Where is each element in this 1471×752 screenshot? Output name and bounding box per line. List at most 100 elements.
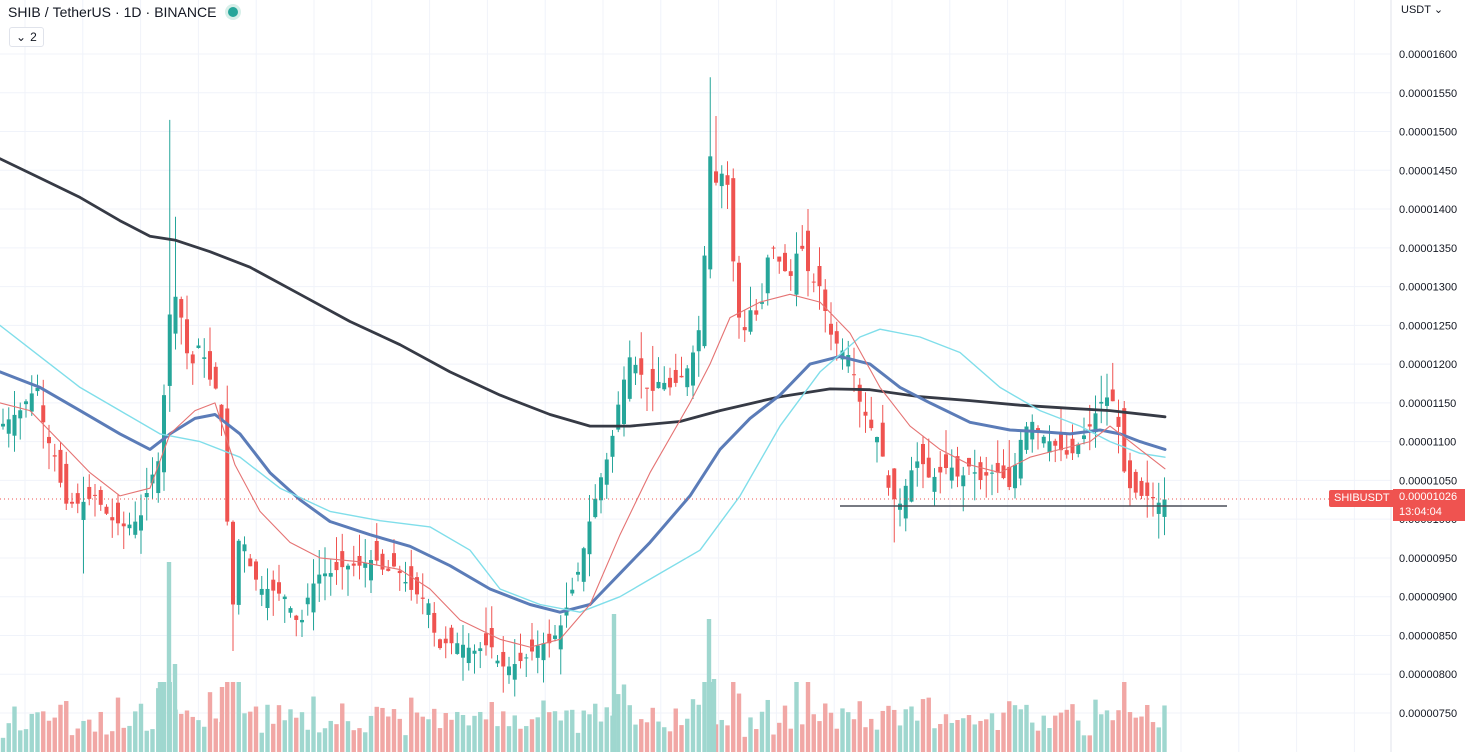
candle-body [1087, 424, 1092, 427]
candle-body [328, 573, 333, 577]
volume-bar [219, 687, 225, 752]
volume-bar [403, 735, 408, 752]
volume-bar [489, 702, 494, 752]
volume-bar [374, 706, 379, 752]
volume-bar [524, 726, 529, 752]
volume-bar [1099, 714, 1104, 752]
candle-body [420, 597, 425, 599]
volume-bar [317, 732, 322, 752]
candle-body [1156, 502, 1161, 514]
volume-bar [1093, 699, 1098, 752]
volume-bar [1104, 710, 1110, 752]
volume-bar [115, 697, 121, 752]
candle-body [35, 387, 40, 392]
candle-body [185, 319, 189, 354]
volume-bar [41, 711, 46, 752]
volume-bar [598, 721, 604, 752]
volume-bar [225, 682, 230, 752]
candle-body [662, 382, 667, 390]
candle-body [47, 436, 51, 444]
volume-bar [558, 720, 563, 752]
candle-body [271, 579, 276, 591]
candle-body [788, 271, 793, 276]
volume-bar [920, 699, 926, 752]
candle-body [800, 245, 805, 249]
y-tick-label: 0.00001250 [1399, 320, 1457, 332]
bar-countdown: 13:04:04 [1399, 506, 1442, 518]
candle-body [300, 619, 304, 623]
y-tick-label: 0.00000950 [1399, 553, 1457, 565]
candle-body [984, 472, 989, 476]
legend-dot-2: · [145, 4, 151, 20]
volume-bar [69, 735, 75, 752]
candle-body [581, 548, 586, 582]
candle-body [921, 444, 925, 465]
volume-bar [184, 710, 190, 752]
candle-body [806, 230, 810, 272]
candle-body [1122, 408, 1127, 472]
candle-body [679, 375, 684, 378]
volume-bar [420, 716, 425, 752]
volume-bar [294, 717, 299, 752]
candle-body [144, 493, 149, 498]
candle-body [351, 563, 356, 566]
candle-body [501, 651, 506, 667]
volume-bar [345, 721, 351, 752]
candle-body [863, 411, 868, 416]
candle-body [259, 588, 264, 595]
candle-body [857, 384, 862, 402]
candle-body [317, 574, 322, 584]
candle-body [208, 351, 212, 380]
candle-body [530, 639, 534, 652]
volume-bar [466, 725, 471, 752]
volume-bar [1156, 727, 1161, 752]
volume-bar [748, 717, 753, 752]
volume-bar [938, 724, 943, 752]
candle-body [18, 410, 23, 419]
volume-bar [305, 729, 310, 752]
candle-body [1013, 464, 1017, 489]
volume-bar [639, 719, 644, 752]
y-tick-label: 0.00001300 [1399, 282, 1457, 294]
market-status-icon [228, 7, 239, 17]
volume-bar [92, 731, 98, 752]
indicators-collapse-button[interactable]: ⌄ 2 [9, 27, 44, 47]
candle-body [622, 379, 626, 425]
candle-body [1116, 416, 1121, 427]
volume-bar [685, 718, 690, 752]
candle-body [507, 666, 511, 676]
candle-body [1076, 444, 1081, 454]
volume-bar [1041, 715, 1046, 752]
volume-bar [621, 684, 627, 752]
candle-body [754, 310, 759, 315]
legend-exchange: BINANCE [154, 4, 217, 20]
candle-body [1145, 482, 1150, 496]
candle-body [995, 462, 1000, 473]
candle-body [541, 643, 546, 661]
candle-body [639, 358, 644, 375]
y-tick-label: 0.00001400 [1399, 204, 1457, 216]
volume-bar [719, 719, 724, 752]
y-tick-label: 0.00001600 [1399, 49, 1457, 61]
candle-body [242, 544, 247, 552]
candle-body [75, 493, 80, 504]
volume-bar [196, 720, 201, 752]
volume-bar [357, 728, 362, 752]
volume-bar [230, 682, 236, 752]
volume-bar [368, 715, 374, 752]
y-tick-label: 0.00001200 [1399, 359, 1457, 371]
candle-body [610, 435, 615, 457]
currency-menu[interactable]: USDT ⌄ [1401, 3, 1443, 16]
volume-bar [328, 720, 333, 752]
volume-bar [857, 701, 862, 752]
volume-bar [593, 703, 598, 752]
moving-average-line [0, 324, 1166, 613]
candle-body [817, 266, 822, 287]
volume-bar [202, 726, 207, 752]
volume-bar [846, 712, 851, 752]
y-tick-label: 0.00001350 [1399, 243, 1457, 255]
candle-body [369, 560, 373, 581]
volume-bar [535, 717, 540, 752]
volume-bar [23, 729, 29, 752]
